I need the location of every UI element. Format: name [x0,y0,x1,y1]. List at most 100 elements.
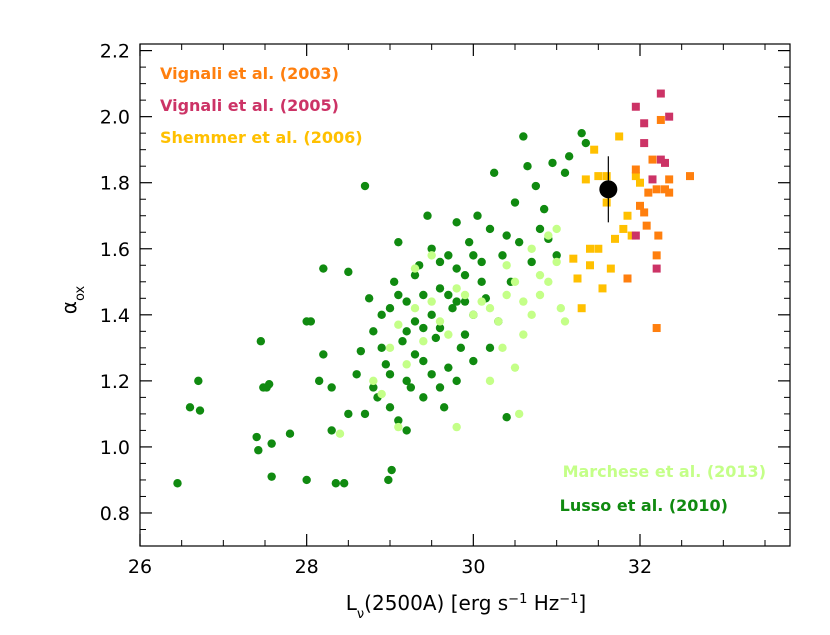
points-layer [173,89,694,488]
point-0-78 [581,138,591,148]
point-1-2 [385,343,395,353]
point-3-13 [686,172,694,181]
point-0-56 [477,257,486,267]
point-2-8 [602,198,611,207]
point-0-68 [527,257,536,267]
point-3-0 [631,165,640,174]
x-axis-label: Lν(2500A) [erg s−1 Hz−1] [346,591,586,622]
y-tick-label-2: 1.2 [100,371,130,393]
point-0-80 [385,370,395,379]
point-0-40 [410,317,420,326]
point-0-6 [256,337,266,346]
ticks-layer: 26 28 30 32 0.8 1.0 1.2 1.4 1.6 1.8 2.0 2.2 [100,41,790,578]
point-3-9 [656,115,665,124]
point-2-19 [594,244,603,253]
point-0-90 [469,356,478,366]
point-2-5 [590,145,599,154]
point-2-18 [602,172,611,181]
point-1-5 [410,304,420,313]
point-0-37 [398,337,407,346]
point-1-8 [435,317,445,326]
point-0-26 [356,346,366,356]
point-3-7 [652,185,661,194]
point-0-47 [439,403,449,412]
point-0-44 [427,244,436,253]
point-1-24 [485,376,495,386]
plot-frame [139,43,791,547]
point-0-84 [419,290,428,300]
legend-marchese-2013: Marchese et al. (2013) [563,462,766,481]
y-tick-label-3: 1.4 [100,305,130,327]
point-2-9 [606,264,615,273]
point-1-7 [427,297,436,306]
point-2-17 [586,261,594,270]
point-3-1 [636,201,644,210]
point-2-16 [627,231,636,240]
point-0-39 [406,383,416,392]
point-0-53 [464,237,474,247]
legend-vignali-2005: Vignali et al. (2005) [160,96,339,115]
point-0-74 [552,251,561,260]
point-0-32 [381,360,391,369]
point-4-7 [665,112,674,121]
point-0-25 [352,370,361,379]
point-0-67 [523,161,532,171]
point-1-21 [544,277,553,286]
point-1-35 [410,264,420,273]
point-3-12 [665,188,674,197]
point-0-86 [435,323,445,333]
point-0-36 [394,237,403,247]
x-tick-label-1: 28 [295,556,319,578]
point-0-52 [460,270,470,280]
point-1-12 [469,310,478,320]
point-1-0 [335,429,345,438]
point-3-6 [652,251,661,260]
point-3-14 [652,324,661,333]
y-axis-label: αox [57,285,88,314]
point-1-22 [552,257,561,267]
point-1-33 [527,244,536,253]
point-2-2 [577,304,586,313]
point-0-99 [435,257,445,267]
point-3-11 [665,175,674,184]
point-3-4 [644,188,653,197]
point-1-25 [498,343,507,353]
point-1-19 [527,310,536,320]
point-1-26 [510,363,520,372]
point-0-16 [314,376,324,386]
point-0-102 [460,297,470,306]
point-0-19 [327,383,336,392]
point-0-88 [452,297,461,306]
point-0-76 [564,152,574,161]
point-0-73 [548,158,557,168]
point-0-35 [389,277,399,286]
point-0-5 [254,446,263,455]
point-0-21 [331,479,341,488]
point-0-62 [502,231,511,240]
point-0-22 [339,479,349,488]
point-1-39 [560,317,570,326]
point-0-11 [267,472,276,481]
point-2-4 [586,244,594,253]
point-3-5 [648,155,657,164]
point-0-28 [364,294,374,303]
point-0-108 [419,393,428,402]
point-0-42 [419,356,428,366]
point-0-49 [448,304,457,313]
point-0-46 [435,284,445,293]
point-1-34 [502,261,511,270]
point-1-30 [369,376,378,386]
point-3-8 [654,231,663,240]
point-1-15 [494,317,503,326]
point-0-3 [195,406,205,415]
point-0-109 [435,383,445,392]
point-0-94 [394,290,403,300]
point-0-2 [194,376,203,386]
x-tick-label-0: 26 [128,556,152,578]
point-1-9 [444,330,453,339]
point-0-43 [423,211,432,220]
point-2-1 [573,274,582,283]
point-0-48 [444,251,453,260]
highlight-point [599,180,618,199]
point-1-29 [394,422,403,432]
